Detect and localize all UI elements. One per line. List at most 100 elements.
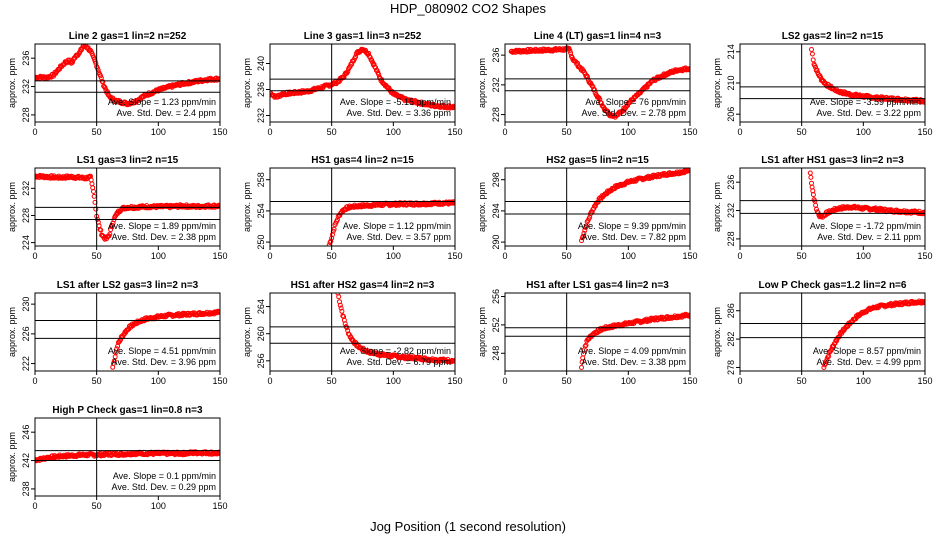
- data-point: [374, 68, 380, 73]
- y-tick-label: 228: [491, 107, 501, 122]
- x-tick-label: 0: [267, 127, 272, 137]
- x-tick-label: 150: [212, 127, 227, 137]
- panel-title: Line 3 gas=1 lin=3 n=252: [304, 31, 422, 42]
- y-tick-label: 250: [256, 235, 266, 250]
- y-axis-label: approx. ppm: [242, 307, 252, 357]
- series-points: [110, 308, 220, 370]
- data-point: [582, 227, 588, 233]
- y-tick-label: 210: [726, 75, 736, 90]
- data-point: [91, 189, 96, 194]
- y-tick-label: 236: [726, 175, 736, 190]
- data-point: [340, 313, 346, 319]
- panel-title: HS1 after HS2 gas=4 lin=2 n=3: [291, 280, 435, 291]
- y-tick-label: 256: [491, 289, 501, 304]
- data-point: [922, 299, 925, 304]
- series-points: [270, 46, 455, 111]
- panel-title: LS2 gas=2 lin=2 n=15: [782, 31, 884, 42]
- stats-annotation: Ave. Std. Dev. = 2.4 ppm: [117, 108, 216, 118]
- x-tick-label: 150: [682, 127, 697, 137]
- x-tick-label: 100: [856, 251, 871, 261]
- chart-panel-8: LS1 after HS1 gas=3 lin=2 n=3 0 50 100 150 22…: [712, 155, 933, 261]
- x-tick-label: 0: [32, 127, 37, 137]
- data-point: [686, 313, 690, 319]
- x-tick-label: 0: [502, 251, 507, 261]
- x-tick-label: 0: [267, 376, 272, 386]
- x-tick-label: 100: [151, 127, 166, 137]
- data-point: [110, 220, 116, 226]
- x-tick-label: 0: [502, 376, 507, 386]
- plot-frame: [34, 417, 221, 497]
- y-tick-label: 298: [491, 172, 501, 187]
- x-tick-label: 100: [151, 376, 166, 386]
- stats-annotation: Ave. Slope = 9.39 ppm/min: [578, 221, 686, 231]
- stats-annotation: Ave. Std. Dev. = 4.99 ppm: [817, 357, 921, 367]
- y-tick-label: 226: [21, 326, 31, 341]
- data-point: [126, 100, 132, 106]
- chart-panel-2: Line 3 gas=1 lin=3 n=252 0 50 100 150 232 236 2…: [242, 31, 463, 137]
- y-tick-label: 238: [21, 481, 31, 496]
- stats-annotation: Ave. Std. Dev. = 2.11 ppm: [817, 232, 921, 242]
- x-tick-label: 150: [917, 251, 932, 261]
- stats-annotation: Ave. Slope = 8.57 ppm/min: [813, 346, 921, 356]
- data-point: [809, 47, 814, 52]
- data-point: [353, 54, 359, 60]
- x-tick-label: 150: [682, 376, 697, 386]
- x-tick-label: 50: [797, 251, 807, 261]
- data-point: [108, 227, 114, 233]
- stats-annotation: Ave. Slope = -2.82 ppm/min: [340, 346, 451, 356]
- stats-annotation: Ave. Slope = 0.1 ppm/min: [113, 471, 216, 481]
- x-tick-label: 100: [151, 501, 166, 511]
- data-point: [591, 87, 597, 92]
- x-tick-label: 100: [856, 376, 871, 386]
- y-tick-label: 232: [256, 108, 266, 123]
- y-tick-label: 214: [726, 44, 736, 59]
- data-point: [452, 104, 455, 110]
- plot-frame: [739, 292, 926, 372]
- series-points: [809, 47, 925, 105]
- y-axis-label: approx. ppm: [7, 182, 17, 232]
- y-tick-label: 236: [491, 48, 501, 63]
- plot-frame: [739, 167, 926, 247]
- y-tick-label: 222: [21, 356, 31, 371]
- data-point: [328, 238, 334, 244]
- data-point: [217, 76, 220, 82]
- y-tick-label: 290: [491, 235, 501, 250]
- stats-annotation: Ave. Std. Dev. = 6.79 ppm: [347, 357, 451, 367]
- data-point: [809, 180, 814, 186]
- series-points: [335, 293, 455, 365]
- x-tick-label: 100: [621, 251, 636, 261]
- data-point: [686, 67, 690, 73]
- plot-frame: [34, 167, 221, 247]
- plot-frame: [269, 292, 456, 372]
- x-tick-label: 50: [797, 376, 807, 386]
- data-point: [687, 168, 690, 173]
- x-tick-label: 50: [327, 376, 337, 386]
- x-tick-label: 100: [151, 251, 166, 261]
- x-tick-label: 100: [386, 251, 401, 261]
- y-tick-label: 232: [21, 181, 31, 196]
- stats-annotation: Ave. Slope = 4.09 ppm/min: [578, 346, 686, 356]
- x-tick-label: 0: [737, 127, 742, 137]
- x-tick-label: 50: [92, 501, 102, 511]
- y-axis-label: approx. ppm: [477, 58, 487, 108]
- x-tick-label: 50: [562, 127, 572, 137]
- x-tick-label: 50: [327, 127, 337, 137]
- y-tick-label: 232: [726, 203, 736, 218]
- x-tick-label: 100: [386, 376, 401, 386]
- y-tick-label: 232: [21, 79, 31, 94]
- stats-annotation: Ave. Std. Dev. = 3.22 ppm: [817, 108, 921, 118]
- data-point: [581, 230, 587, 236]
- y-axis-label: approx. ppm: [242, 182, 252, 232]
- x-tick-label: 50: [562, 376, 572, 386]
- data-point: [809, 51, 815, 57]
- y-tick-label: 236: [21, 51, 31, 66]
- data-point: [111, 360, 116, 366]
- figure-x-label: Jog Position (1 second resolution): [370, 519, 566, 534]
- data-point: [107, 231, 113, 237]
- y-axis-label: approx. ppm: [7, 432, 17, 482]
- y-tick-label: 228: [21, 107, 31, 122]
- stats-annotation: Ave. Slope = -1.72 ppm/min: [810, 221, 921, 231]
- y-axis-label: approx. ppm: [712, 307, 722, 357]
- chart-panel-3: Line 4 (LT) gas=1 lin=4 n=3 0 50 100 150 228 2…: [477, 31, 698, 137]
